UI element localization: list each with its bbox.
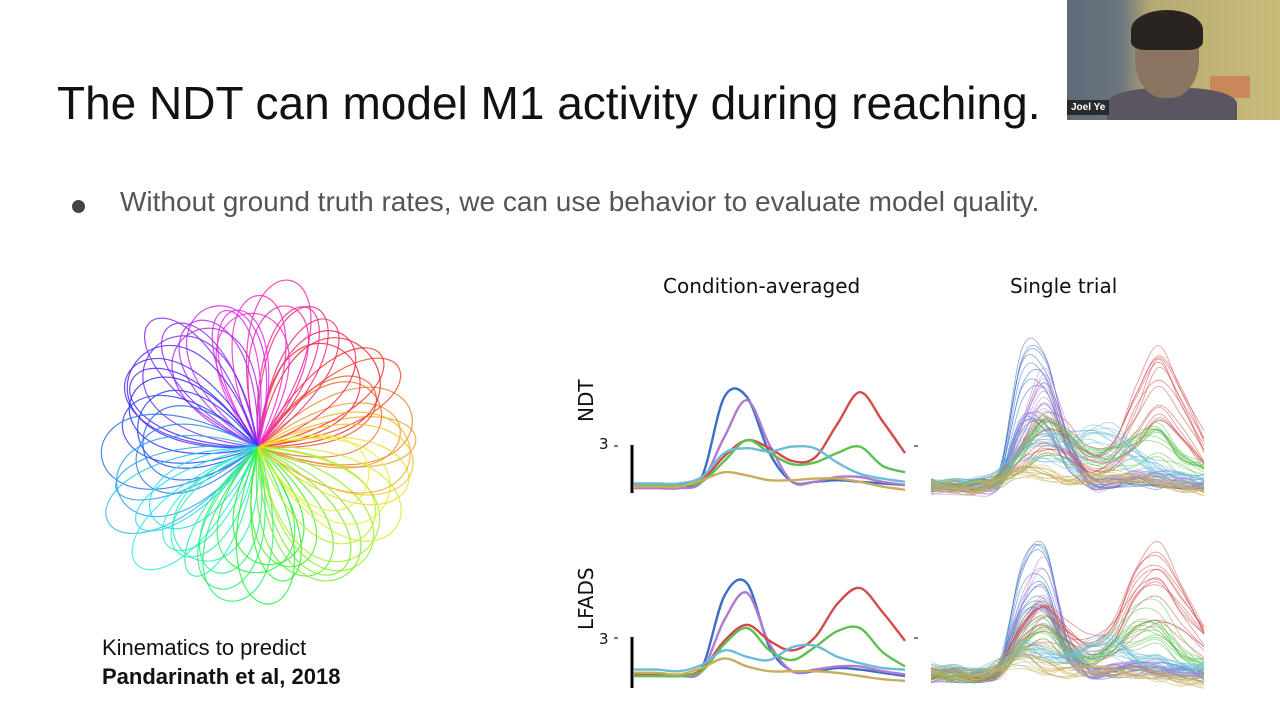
- speaker-video[interactable]: [1067, 0, 1280, 120]
- reach-trajectory: [235, 446, 296, 605]
- participant-name: Joel Ye: [1067, 100, 1110, 115]
- single-trial-line-cyan: [930, 432, 1205, 490]
- reach-trajectory: [105, 446, 259, 535]
- single-trial-line-red: [930, 551, 1205, 679]
- reach-trajectory: [197, 446, 266, 590]
- reach-trajectory: [257, 446, 377, 545]
- reach-trajectory: [128, 376, 259, 455]
- column-title-single-trial: Single trial: [1010, 274, 1118, 298]
- reach-trajectory: [215, 312, 290, 448]
- reach-trajectory: [257, 446, 402, 542]
- reach-trajectory: [171, 327, 261, 448]
- reach-trajectory: [257, 318, 340, 448]
- condition-avg-line-green: [633, 625, 906, 678]
- reach-trajectory: [131, 446, 259, 571]
- reach-trajectory: [184, 446, 259, 577]
- reach-trajectory: [257, 437, 391, 525]
- reach-trajectory: [256, 306, 320, 448]
- single-trial-line-gold: [930, 659, 1205, 683]
- speaker-hair: [1131, 10, 1203, 50]
- reach-trajectory: [257, 306, 329, 448]
- single-trial-line-gold: [930, 474, 1205, 492]
- reach-trajectory: [257, 434, 370, 512]
- single-trial-line-cyan: [930, 636, 1205, 674]
- reach-trajectory: [257, 347, 385, 448]
- reach-trajectory: [247, 305, 310, 448]
- reach-trajectory: [250, 446, 318, 568]
- reach-trajectory: [246, 279, 312, 448]
- reach-trajectory: [129, 367, 259, 448]
- reach-trajectory: [216, 446, 296, 574]
- reach-trajectory: [100, 413, 259, 490]
- reach-trajectory: [148, 446, 259, 530]
- reach-trajectory: [232, 446, 305, 566]
- condition-avg-line-blue: [634, 387, 906, 488]
- caption-kinematics: Kinematics to predict: [102, 635, 307, 660]
- reach-trajectory: [115, 445, 259, 501]
- condition-avg-line-purple: [634, 399, 906, 490]
- reach-trajectory: [257, 381, 382, 458]
- reach-trajectory: [121, 394, 259, 464]
- condition-avg-line-cyan: [634, 444, 906, 486]
- scale-bar-label-lfads: 3: [599, 630, 609, 648]
- reach-trajectory: [199, 446, 263, 574]
- reach-trajectory: [257, 337, 381, 448]
- reach-trajectory: [142, 335, 259, 448]
- single-trial-line-red: [930, 584, 1205, 681]
- reach-trajectory: [257, 330, 357, 448]
- reach-trajectory: [257, 375, 377, 449]
- reach-trajectory: [257, 446, 381, 563]
- single-trial-line-gold: [930, 466, 1205, 497]
- reach-trajectory: [257, 411, 411, 494]
- reach-trajectory: [257, 436, 410, 506]
- single-trial-line-gold: [930, 653, 1205, 683]
- condition-avg-line-red: [634, 391, 906, 487]
- bullet-text: Without ground truth rates, we can use b…: [120, 186, 1040, 217]
- single-trial-line-gold: [930, 459, 1205, 493]
- reach-trajectory: [202, 446, 274, 602]
- condition-avg-line-green: [634, 438, 906, 487]
- row-label-ndt: NDT: [574, 379, 598, 422]
- condition-avg-line-gold: [633, 470, 906, 491]
- scale-bar-label-ndt: 3: [599, 435, 609, 453]
- caption-citation: Pandarinath et al, 2018: [102, 664, 341, 689]
- reach-trajectory: [116, 435, 259, 518]
- slide-title: The NDT can model M1 activity during rea…: [57, 77, 1041, 129]
- reach-trajectory: [124, 357, 259, 448]
- single-trial-line-cyan: [930, 452, 1205, 490]
- single-trial-line-gold: [930, 465, 1205, 494]
- single-trial-line-cyan: [930, 438, 1205, 489]
- column-title-condition-averaged: Condition-averaged: [663, 274, 861, 298]
- condition-avg-line-gold: [633, 657, 906, 682]
- condition-avg-line-blue: [633, 578, 906, 678]
- reach-trajectory: [144, 317, 259, 448]
- single-trial-line-cyan: [930, 634, 1205, 673]
- reach-trajectory: [135, 423, 259, 494]
- bullet-dot: [72, 200, 85, 213]
- single-trial-line-cyan: [930, 458, 1205, 490]
- reach-trajectory: [178, 319, 259, 448]
- single-trial-line-gold: [930, 471, 1205, 494]
- reach-trajectory: [257, 446, 362, 582]
- reach-trajectory: [257, 402, 401, 469]
- row-label-lfads: LFADS: [574, 567, 598, 630]
- reach-trajectory: [257, 446, 375, 572]
- reach-trajectory: [257, 357, 401, 448]
- reach-trajectory: [126, 344, 259, 449]
- single-trial-line-gold: [930, 646, 1205, 686]
- single-trial-line-gold: [930, 473, 1205, 493]
- reach-trajectory: [211, 310, 262, 448]
- single-trial-line-gold: [930, 654, 1205, 687]
- condition-avg-line-cyan: [633, 643, 906, 673]
- single-trial-line-green: [930, 624, 1205, 676]
- reach-trajectory: [257, 446, 352, 576]
- reach-trajectory: [161, 446, 259, 552]
